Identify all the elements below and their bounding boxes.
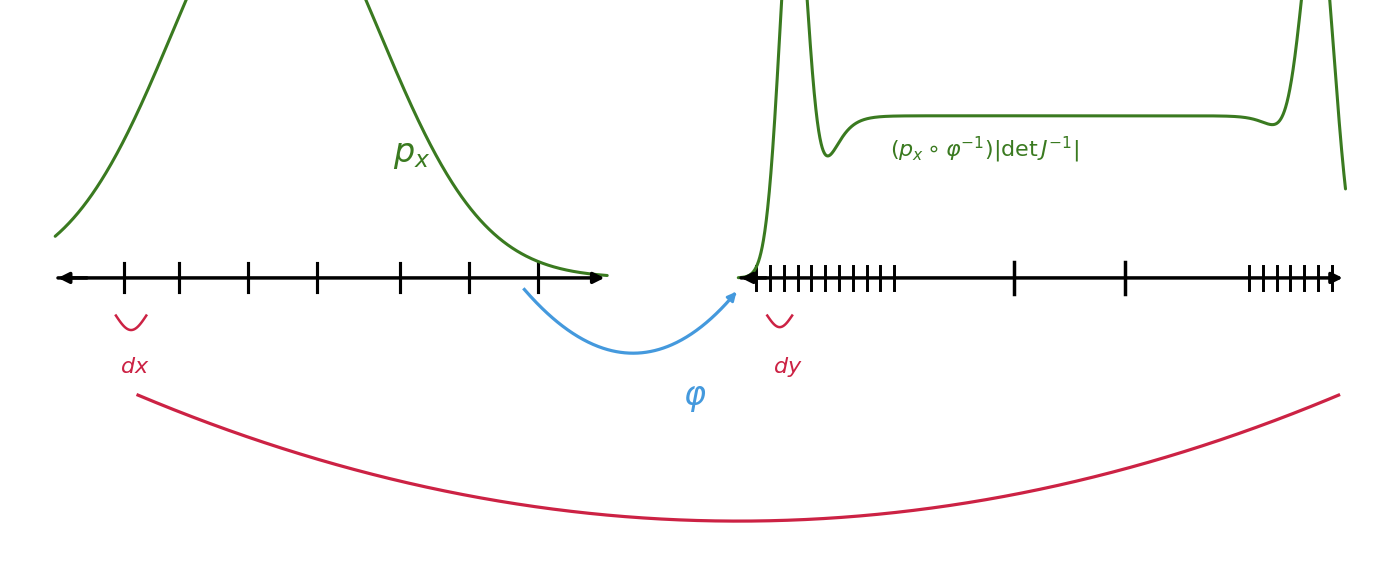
Text: $dx$: $dx$ [120, 357, 149, 379]
Text: $(p_x \circ \varphi^{-1})|\det J^{-1}|$: $(p_x \circ \varphi^{-1})|\det J^{-1}|$ [890, 134, 1079, 164]
Text: $dy$: $dy$ [773, 356, 802, 379]
Text: $\varphi$: $\varphi$ [683, 382, 707, 415]
Text: $p_x$: $p_x$ [393, 139, 431, 171]
